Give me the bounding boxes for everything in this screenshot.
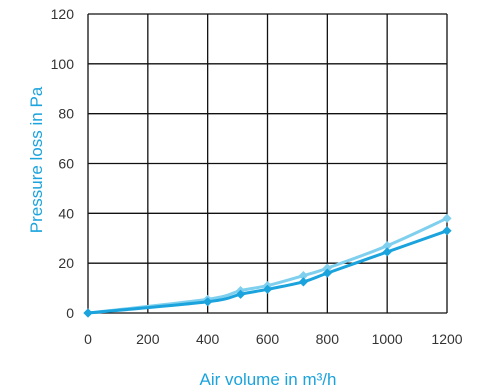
series-2-marker: [83, 308, 93, 318]
series-1-marker: [298, 271, 308, 281]
series-group: [83, 213, 452, 318]
x-tick-label: 0: [84, 331, 92, 347]
x-tick-label: 200: [136, 331, 160, 347]
series-2-marker: [298, 277, 308, 287]
y-tick-label: 120: [51, 6, 75, 22]
y-tick-label: 60: [58, 156, 74, 172]
x-tick-label: 1000: [372, 331, 403, 347]
x-tick-label: 800: [316, 331, 340, 347]
y-tick-label: 0: [66, 305, 74, 321]
x-axis-title: Air volume in m³/h: [200, 370, 337, 389]
x-tick-label: 400: [196, 331, 220, 347]
y-tick-label: 80: [58, 106, 74, 122]
series-2-marker: [442, 226, 452, 236]
y-tick-label: 100: [51, 56, 75, 72]
y-axis-title: Pressure loss in Pa: [27, 86, 46, 233]
series-2-marker: [203, 297, 213, 307]
series-2-marker: [322, 268, 332, 278]
y-tick-label: 40: [58, 205, 74, 221]
series-1-marker: [382, 241, 392, 251]
series-1-marker: [322, 263, 332, 273]
x-tick-labels: 0 200 400 600 800 1000 1200: [84, 331, 463, 347]
y-tick-label: 20: [58, 255, 74, 271]
x-tick-label: 600: [256, 331, 280, 347]
series-2-marker: [382, 247, 392, 257]
series-1-marker: [442, 213, 452, 223]
x-tick-label: 1200: [431, 331, 462, 347]
y-tick-labels: 0 20 40 60 80 100 120: [51, 6, 75, 321]
series-2-marker: [262, 284, 273, 294]
series-2-marker: [235, 289, 246, 299]
grid: [87, 13, 448, 314]
